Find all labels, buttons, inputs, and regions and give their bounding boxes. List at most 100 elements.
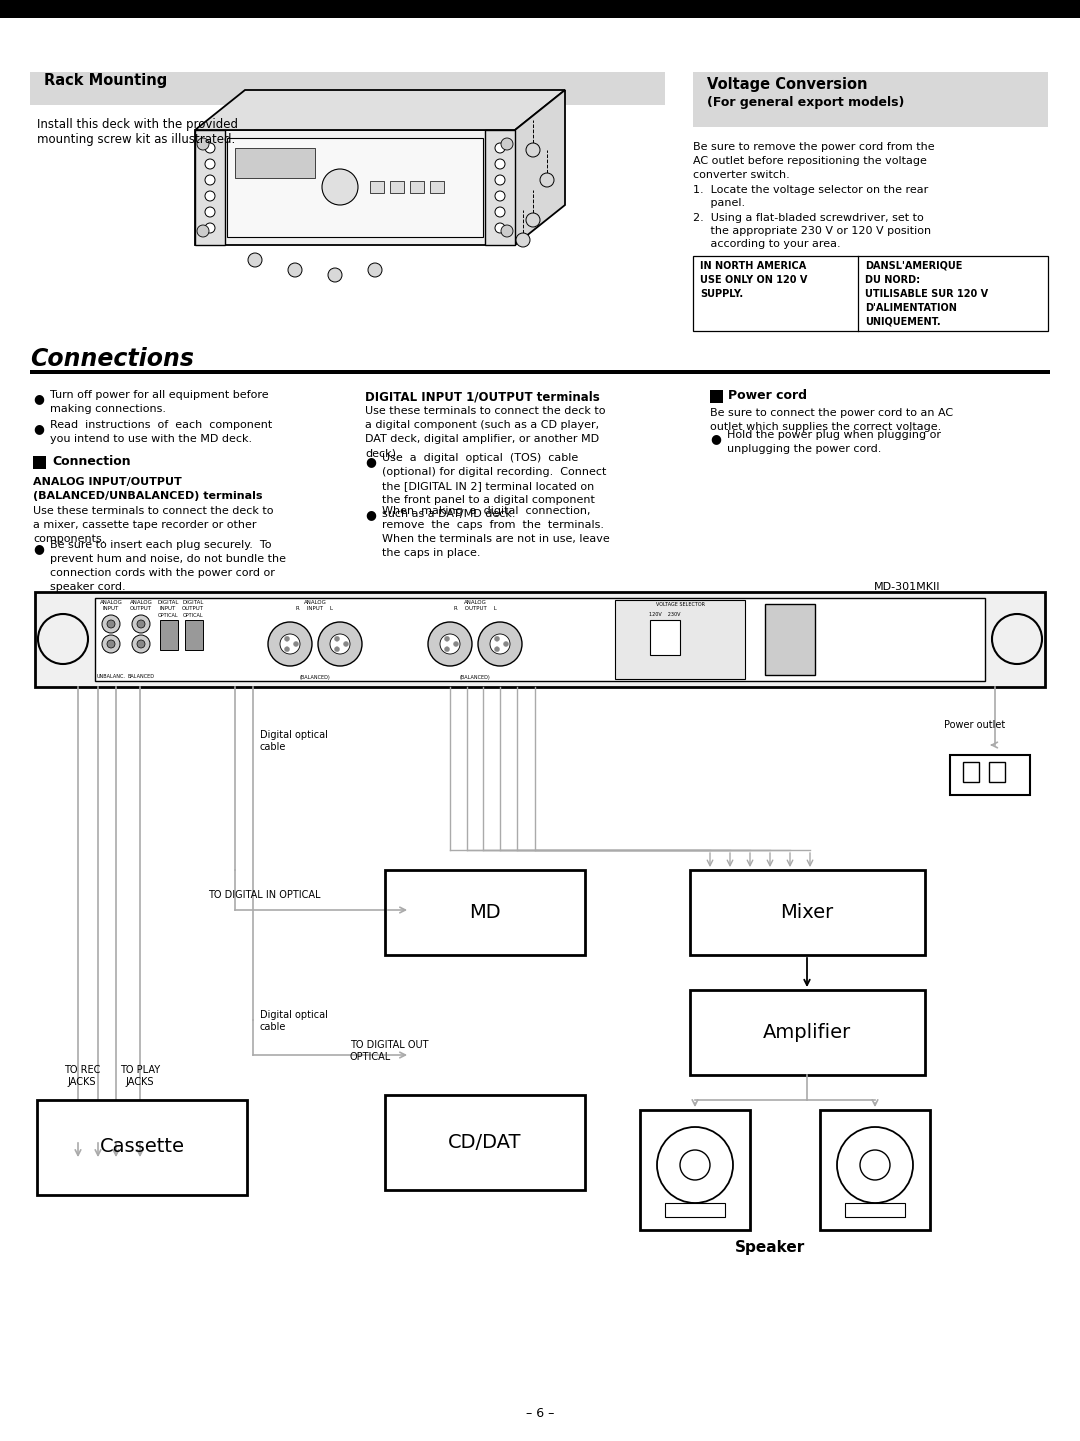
Circle shape	[322, 169, 357, 205]
Circle shape	[837, 1127, 913, 1203]
Text: ANALOG
OUTPUT: ANALOG OUTPUT	[130, 599, 152, 611]
Text: Be sure to connect the power cord to an AC
outlet which supplies the correct vol: Be sure to connect the power cord to an …	[710, 408, 954, 432]
Text: UTILISABLE SUR 120 V: UTILISABLE SUR 120 V	[865, 290, 988, 298]
Bar	[235, 148, 315, 179]
Text: Use these terminals to connect the deck to
a mixer, cassette tape recorder or ot: Use these terminals to connect the deck …	[33, 506, 273, 545]
Circle shape	[132, 635, 150, 653]
Bar	[370, 182, 384, 193]
Circle shape	[38, 614, 87, 664]
Bar	[384, 1095, 585, 1190]
Circle shape	[501, 225, 513, 236]
Bar	[33, 455, 46, 468]
Text: TO REC
JACKS: TO REC JACKS	[64, 1065, 100, 1088]
Text: Power outlet: Power outlet	[944, 720, 1005, 731]
Text: Use  a  digital  optical  (TOS)  cable
(optional) for digital recording.  Connec: Use a digital optical (TOS) cable (optio…	[382, 452, 606, 519]
Bar	[950, 755, 1030, 795]
Circle shape	[102, 635, 120, 653]
Circle shape	[132, 615, 150, 633]
Text: the appropriate 230 V or 120 V position: the appropriate 230 V or 120 V position	[693, 226, 931, 236]
Bar	[30, 370, 1050, 373]
Text: Digital optical
cable: Digital optical cable	[260, 1010, 328, 1032]
Circle shape	[445, 647, 449, 651]
Circle shape	[205, 192, 215, 200]
Bar	[690, 870, 924, 955]
Text: Connections: Connections	[30, 347, 194, 370]
Bar	[430, 182, 444, 193]
Circle shape	[445, 637, 449, 641]
Circle shape	[440, 634, 460, 654]
Text: Amplifier: Amplifier	[762, 1023, 851, 1042]
Circle shape	[280, 634, 300, 654]
Circle shape	[268, 623, 312, 666]
Text: ●: ●	[33, 422, 44, 435]
Text: Turn off power for all equipment before
making connections.: Turn off power for all equipment before …	[50, 391, 269, 414]
Text: Rack Mounting: Rack Mounting	[44, 73, 167, 88]
Bar	[615, 599, 745, 679]
Bar	[37, 1099, 247, 1195]
Text: Power cord: Power cord	[728, 389, 807, 402]
Text: IN NORTH AMERICA: IN NORTH AMERICA	[700, 261, 807, 271]
Text: Speaker: Speaker	[734, 1241, 805, 1255]
Text: OPTICAL: OPTICAL	[158, 612, 178, 618]
Text: Install this deck with the provided: Install this deck with the provided	[37, 118, 238, 131]
Circle shape	[503, 641, 509, 647]
Polygon shape	[515, 89, 565, 245]
Text: ●: ●	[33, 542, 44, 555]
Bar	[195, 130, 515, 245]
Text: (BALANCED): (BALANCED)	[460, 674, 490, 680]
Text: Be sure to insert each plug securely.  To
prevent hum and noise, do not bundle t: Be sure to insert each plug securely. To…	[50, 540, 286, 592]
Circle shape	[137, 620, 145, 628]
Text: When  making  a  digital  connection,
remove  the  caps  from  the  terminals.
W: When making a digital connection, remove…	[382, 506, 610, 558]
Text: DANSL'AMERIQUE: DANSL'AMERIQUE	[865, 261, 962, 271]
Circle shape	[328, 268, 342, 282]
Text: DIGITAL
OUTPUT: DIGITAL OUTPUT	[183, 599, 204, 611]
Bar	[384, 870, 585, 955]
Bar	[963, 762, 978, 782]
Text: Use these terminals to connect the deck to
a digital component (such as a CD pla: Use these terminals to connect the deck …	[365, 406, 606, 458]
Circle shape	[205, 223, 215, 233]
Circle shape	[495, 159, 505, 169]
Bar	[390, 182, 404, 193]
Circle shape	[680, 1150, 710, 1180]
Text: Cassette: Cassette	[99, 1137, 185, 1157]
Circle shape	[248, 254, 262, 267]
Circle shape	[205, 174, 215, 184]
Text: mounting screw kit as illustrated.: mounting screw kit as illustrated.	[37, 133, 235, 146]
Text: ANALOG
R    OUTPUT    L: ANALOG R OUTPUT L	[454, 599, 497, 611]
Text: ●: ●	[33, 392, 44, 405]
Text: 1.  Locate the voltage selector on the rear: 1. Locate the voltage selector on the re…	[693, 184, 928, 195]
Circle shape	[107, 620, 114, 628]
Text: ANALOG INPUT/OUTPUT: ANALOG INPUT/OUTPUT	[33, 477, 181, 487]
Text: 120V    230V: 120V 230V	[649, 612, 680, 617]
Circle shape	[284, 637, 289, 641]
Circle shape	[495, 637, 499, 641]
Bar	[35, 592, 1045, 687]
Text: MD: MD	[469, 902, 501, 921]
Circle shape	[368, 264, 382, 277]
Text: TO DIGITAL IN OPTICAL: TO DIGITAL IN OPTICAL	[208, 891, 321, 901]
Circle shape	[343, 641, 349, 647]
Bar	[30, 72, 665, 105]
Text: Digital optical
cable: Digital optical cable	[260, 731, 328, 752]
Circle shape	[540, 173, 554, 187]
Text: ●: ●	[365, 455, 376, 468]
Circle shape	[107, 640, 114, 648]
Text: DU NORD:: DU NORD:	[865, 275, 920, 285]
Circle shape	[335, 647, 339, 651]
Text: – 6 –: – 6 –	[526, 1406, 554, 1419]
Text: (BALANCED/UNBALANCED) terminals: (BALANCED/UNBALANCED) terminals	[33, 491, 262, 501]
Text: 2.  Using a flat-bladed screwdriver, set to: 2. Using a flat-bladed screwdriver, set …	[693, 213, 923, 223]
Bar	[160, 620, 178, 650]
Bar	[693, 256, 1048, 331]
Text: MD-301MKII: MD-301MKII	[874, 582, 940, 592]
Text: (For general export models): (For general export models)	[707, 97, 904, 110]
Circle shape	[335, 637, 339, 641]
Text: Connection: Connection	[52, 455, 131, 468]
Circle shape	[205, 159, 215, 169]
Circle shape	[860, 1150, 890, 1180]
Text: D'ALIMENTATION: D'ALIMENTATION	[865, 303, 957, 313]
Text: VOLTAGE SELECTOR: VOLTAGE SELECTOR	[656, 602, 704, 607]
Text: (BALANCED): (BALANCED)	[299, 674, 330, 680]
Bar	[195, 130, 225, 245]
Circle shape	[495, 143, 505, 153]
